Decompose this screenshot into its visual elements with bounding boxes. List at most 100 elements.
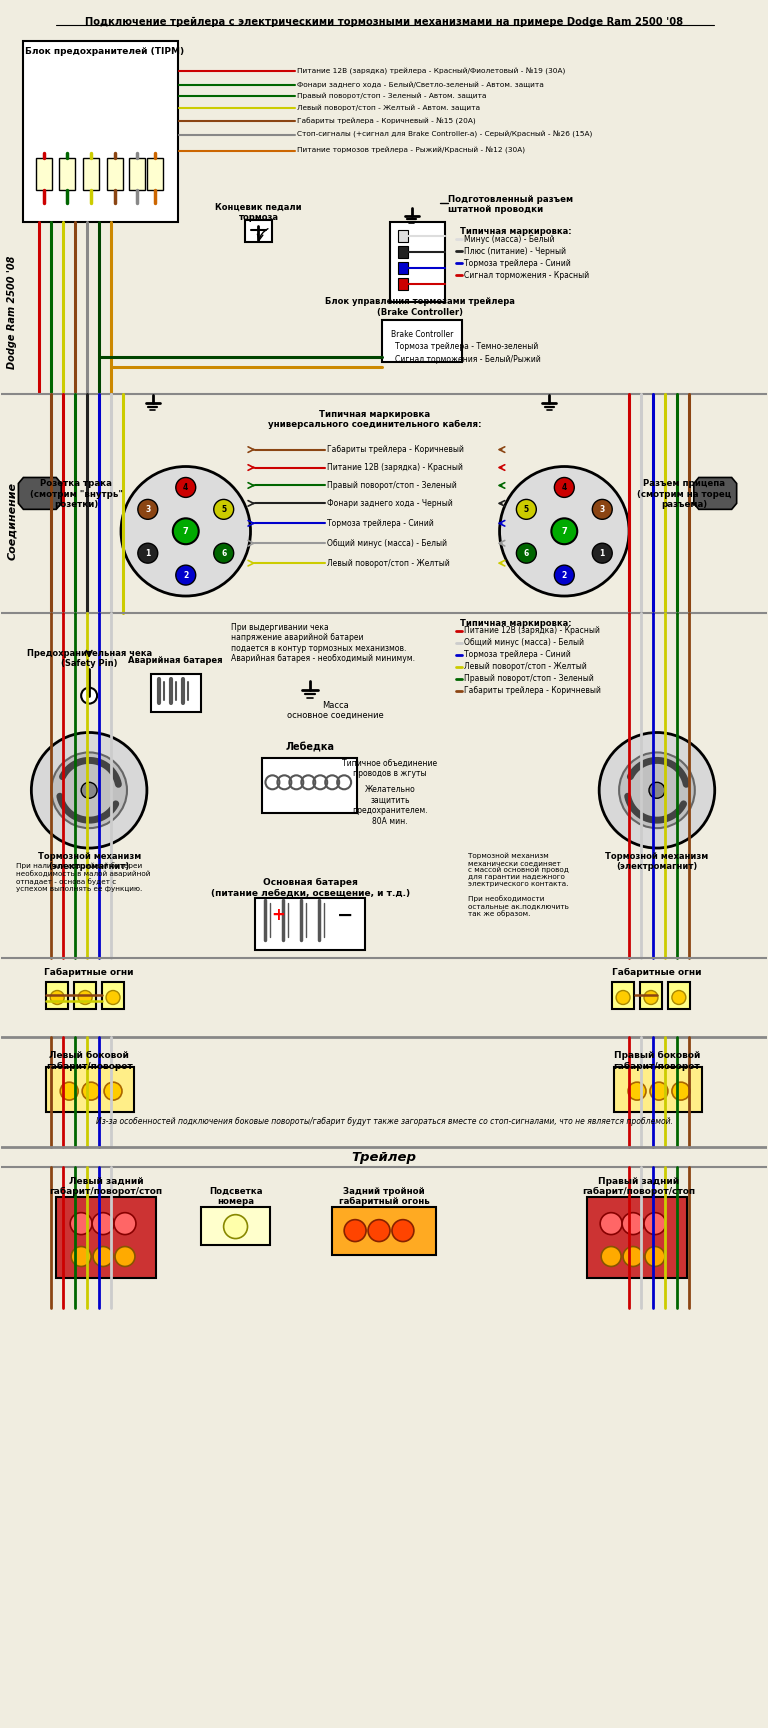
Text: Левый боковой
габарит/поворот: Левый боковой габарит/поворот: [46, 1051, 133, 1071]
Bar: [398, 278, 408, 290]
Circle shape: [104, 1082, 122, 1101]
Text: Аварийная батарея: Аварийная батарея: [128, 657, 223, 665]
Circle shape: [137, 499, 157, 520]
Text: Правый поворот/стоп - Зеленый: Правый поворот/стоп - Зеленый: [327, 480, 457, 491]
Circle shape: [368, 1220, 390, 1241]
Text: 6: 6: [524, 550, 529, 558]
Bar: [612, 982, 634, 1009]
Text: Общий минус (масса) - Белый: Общий минус (масса) - Белый: [327, 539, 447, 548]
Bar: [390, 223, 445, 302]
Circle shape: [92, 1213, 114, 1234]
Circle shape: [516, 543, 536, 563]
Circle shape: [619, 752, 695, 828]
Circle shape: [650, 1082, 668, 1101]
Text: Типичная маркировка:: Типичная маркировка:: [460, 619, 571, 627]
Circle shape: [600, 1213, 622, 1234]
Bar: [398, 247, 408, 257]
Text: Масса
основное соединение: Масса основное соединение: [286, 700, 383, 721]
Text: Левый поворот/стоп - Желтый: Левый поворот/стоп - Желтый: [464, 662, 587, 670]
Circle shape: [622, 1213, 644, 1234]
Circle shape: [623, 1246, 643, 1267]
Text: Габариты трейлера - Коричневый: Габариты трейлера - Коричневый: [327, 446, 464, 454]
Text: 2: 2: [561, 570, 567, 579]
Circle shape: [176, 565, 196, 586]
Bar: [200, 1206, 270, 1244]
Circle shape: [599, 733, 715, 848]
Circle shape: [601, 1246, 621, 1267]
Circle shape: [672, 990, 686, 1004]
Bar: [74, 982, 96, 1009]
Circle shape: [81, 783, 97, 798]
Circle shape: [344, 1220, 366, 1241]
Circle shape: [628, 1082, 646, 1101]
Text: При выдергивании чека
напряжение аварийной батареи
подается в контур тормозных м: При выдергивании чека напряжение аварийн…: [230, 622, 415, 664]
Circle shape: [644, 1213, 666, 1234]
Bar: [668, 982, 690, 1009]
Text: Тормозной механизм
(электромагнит): Тормозной механизм (электромагнит): [38, 852, 141, 871]
Text: Типичная маркировка:: Типичная маркировка:: [460, 228, 571, 237]
Circle shape: [114, 1213, 136, 1234]
Bar: [382, 320, 462, 361]
Circle shape: [60, 1082, 78, 1101]
Text: Трейлер: Трейлер: [352, 1151, 416, 1165]
Circle shape: [554, 565, 574, 586]
Text: Задний тройной
габаритный огонь: Задний тройной габаритный огонь: [339, 1187, 429, 1206]
Text: Brake Controller: Brake Controller: [391, 330, 453, 339]
Polygon shape: [694, 477, 737, 510]
Text: Общий минус (масса) - Белый: Общий минус (масса) - Белый: [464, 638, 584, 648]
Circle shape: [551, 518, 578, 544]
Circle shape: [137, 543, 157, 563]
Bar: [83, 157, 99, 190]
Bar: [614, 1068, 702, 1113]
Text: Питание тормозов трейлера - Рыжий/Красный - №12 (30А): Питание тормозов трейлера - Рыжий/Красны…: [297, 147, 525, 154]
Text: 1: 1: [600, 550, 605, 558]
Text: Основная батарея
(питание лебедки, освещение, и т.д.): Основная батарея (питание лебедки, освещ…: [210, 878, 410, 897]
Text: Подключение трейлера с электрическими тормозными механизмами на примере Dodge Ra: Подключение трейлера с электрическими то…: [85, 17, 683, 28]
Circle shape: [82, 1082, 100, 1101]
Text: 7: 7: [183, 527, 189, 536]
Text: Типичная маркировка
универсального соединительного кабеля:: Типичная маркировка универсального соеди…: [268, 410, 482, 429]
Circle shape: [649, 783, 665, 798]
Circle shape: [592, 543, 612, 563]
Bar: [129, 157, 145, 190]
Text: Розетка трака
(смотрим "внутрь"
розетки): Розетка трака (смотрим "внутрь" розетки): [30, 479, 123, 510]
Text: 5: 5: [524, 505, 529, 513]
Text: Блок предохранителей (ТIРМ): Блок предохранителей (ТIРМ): [25, 47, 184, 55]
Text: Питание 12В (зарядка) - Красный: Питание 12В (зарядка) - Красный: [327, 463, 463, 472]
Text: Из-за особенностей подключения боковые повороты/габарит будут также загораться в: Из-за особенностей подключения боковые п…: [95, 1116, 673, 1127]
Text: Разъем прицепа
(смотрим на торец
разъема): Разъем прицепа (смотрим на торец разъема…: [637, 479, 731, 510]
Text: Типичное объединение
проводов в жгуты: Типичное объединение проводов в жгуты: [343, 759, 438, 778]
Text: Тормозной механизм
механически соединяет
с массой основной провод
для гарантии н: Тормозной механизм механически соединяет…: [468, 852, 568, 918]
Circle shape: [50, 990, 65, 1004]
Text: Левый поворот/стоп - Желтый: Левый поворот/стоп - Желтый: [327, 558, 450, 569]
Circle shape: [93, 1246, 113, 1267]
Text: Сигнал торможения - Белый/Рыжий: Сигнал торможения - Белый/Рыжий: [395, 356, 541, 365]
Circle shape: [616, 990, 630, 1004]
Text: Левый поворот/стоп - Желтый - Автом. защита: Левый поворот/стоп - Желтый - Автом. защ…: [297, 105, 481, 111]
Circle shape: [78, 990, 92, 1004]
Polygon shape: [18, 477, 61, 510]
Circle shape: [214, 499, 233, 520]
Text: 3: 3: [145, 505, 151, 513]
Text: −: −: [337, 905, 353, 924]
Text: Соединение: Соединение: [8, 482, 18, 560]
Text: Минус (масса) - Белый: Минус (масса) - Белый: [464, 235, 554, 244]
Text: 2: 2: [183, 570, 188, 579]
Text: Dodge Ram 2500 '08: Dodge Ram 2500 '08: [8, 256, 18, 368]
Text: Габаритные огни: Габаритные огни: [45, 968, 134, 976]
Circle shape: [554, 477, 574, 498]
Bar: [59, 157, 75, 190]
Bar: [46, 1068, 134, 1113]
Bar: [107, 157, 123, 190]
Circle shape: [173, 518, 199, 544]
Bar: [398, 230, 408, 242]
Circle shape: [121, 467, 250, 596]
Text: Желательно
защитить
предохранителем.
80А мин.: Желательно защитить предохранителем. 80А…: [353, 785, 428, 826]
Text: 4: 4: [183, 482, 188, 492]
Text: Сигнал торможения - Красный: Сигнал торможения - Красный: [464, 271, 589, 280]
Text: Подсветка
номера: Подсветка номера: [209, 1187, 263, 1206]
Text: 6: 6: [221, 550, 227, 558]
Text: Тормоза трейлера - Синий: Тормоза трейлера - Синий: [464, 650, 571, 660]
Bar: [46, 982, 68, 1009]
Bar: [244, 221, 273, 242]
